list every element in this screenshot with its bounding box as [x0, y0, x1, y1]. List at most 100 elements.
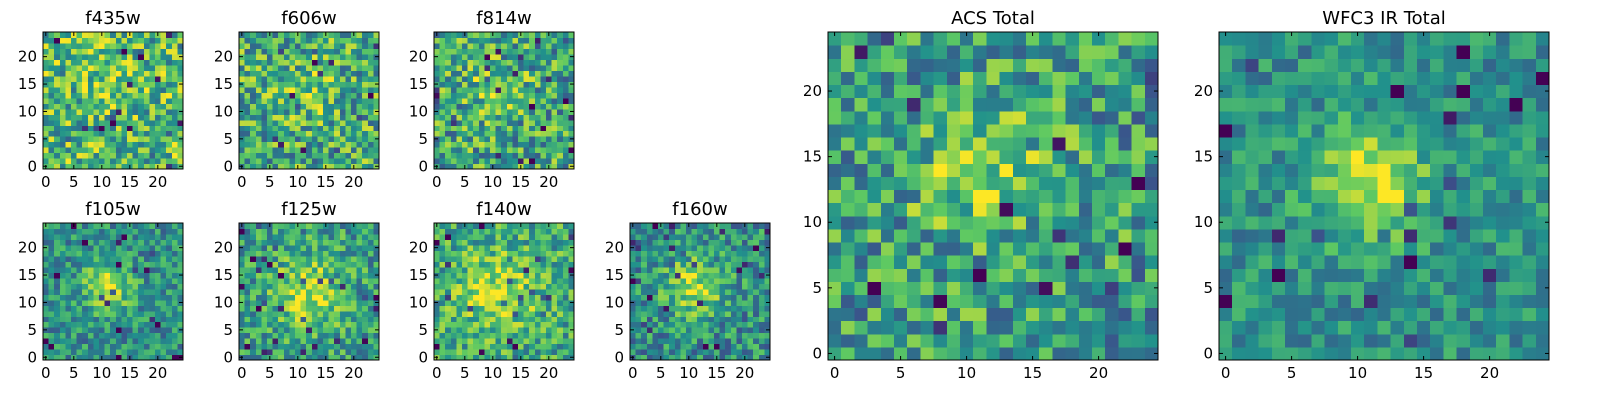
- heatmap-cell: [669, 266, 676, 273]
- heatmap-cell: [76, 354, 83, 361]
- heatmap-cell: [473, 42, 480, 50]
- heatmap-cell: [1065, 268, 1080, 282]
- heatmap-cell: [725, 294, 732, 301]
- heatmap-cell: [244, 86, 251, 93]
- heatmap-cell: [87, 338, 94, 345]
- heatmap-cell: [54, 64, 61, 71]
- heatmap-cell: [300, 349, 307, 356]
- heatmap-cell: [450, 158, 457, 165]
- heatmap-cell: [244, 244, 251, 251]
- heatmap-cell: [562, 261, 569, 268]
- y-tick-label: 15: [18, 266, 37, 284]
- heatmap-cell: [138, 152, 145, 159]
- heatmap-cell: [484, 92, 491, 99]
- heatmap-cell: [272, 354, 279, 361]
- heatmap-cell: [283, 349, 290, 356]
- heatmap-cell: [764, 305, 771, 312]
- heatmap-cell: [317, 97, 324, 104]
- heatmap-cell: [59, 147, 66, 154]
- heatmap-cell: [456, 125, 463, 132]
- heatmap-cell: [373, 32, 380, 39]
- heatmap-cell: [546, 141, 553, 148]
- heatmap-cell: [87, 130, 94, 137]
- heatmap-cell: [473, 354, 480, 361]
- heatmap-cell: [557, 266, 564, 273]
- heatmap-cell: [278, 316, 285, 323]
- heatmap-cell: [283, 277, 290, 284]
- heatmap-cell: [867, 241, 882, 256]
- heatmap-cell: [1105, 346, 1119, 361]
- heatmap-cell: [730, 277, 737, 284]
- heatmap-cell: [267, 158, 274, 165]
- heatmap-cell: [239, 261, 246, 268]
- heatmap-cell: [652, 228, 659, 235]
- heatmap-cell: [562, 92, 569, 99]
- heatmap-cell: [658, 250, 665, 257]
- heatmap-cell: [367, 75, 374, 82]
- heatmap-cell: [76, 327, 83, 334]
- heatmap-cell: [490, 152, 497, 159]
- heatmap-cell: [334, 316, 341, 323]
- heatmap-cell: [674, 288, 681, 295]
- heatmap-cell: [261, 239, 268, 246]
- heatmap-cell: [434, 266, 441, 273]
- heatmap-cell: [551, 119, 558, 126]
- heatmap-cell: [450, 125, 457, 132]
- heatmap-cell: [351, 114, 358, 121]
- heatmap-cell: [691, 223, 698, 230]
- heatmap-cell: [439, 283, 446, 290]
- heatmap-cell: [546, 332, 553, 339]
- heatmap-cell: [138, 92, 145, 99]
- heatmap-cell: [641, 310, 648, 317]
- heatmap-cell: [445, 338, 452, 345]
- heatmap-cell: [250, 37, 257, 44]
- heatmap-cell: [160, 233, 167, 241]
- heatmap-cell: [641, 316, 648, 323]
- heatmap-cell: [115, 283, 122, 290]
- heatmap-cell: [311, 75, 318, 82]
- heatmap-cell: [686, 321, 693, 328]
- heatmap-cell: [646, 316, 653, 323]
- heatmap-cell: [933, 163, 948, 177]
- heatmap-cell: [93, 288, 100, 295]
- heatmap-cell: [551, 163, 558, 170]
- heatmap-cell: [373, 332, 380, 339]
- heatmap-cell: [439, 86, 446, 93]
- heatmap-cell: [523, 97, 530, 104]
- heatmap-cell: [467, 283, 474, 290]
- heatmap-cell: [540, 114, 547, 121]
- heatmap-cell: [691, 316, 698, 323]
- heatmap-cell: [160, 92, 167, 99]
- heatmap-cell: [65, 130, 72, 137]
- heatmap-cell: [87, 288, 94, 295]
- heatmap-cell: [76, 141, 83, 148]
- heatmap-cell: [736, 343, 743, 350]
- heatmap-cell: [445, 75, 452, 82]
- heatmap-cell: [255, 163, 262, 170]
- heatmap-cell: [328, 136, 335, 143]
- heatmap-cell: [323, 75, 330, 82]
- heatmap-cell: [1144, 307, 1159, 322]
- heatmap-cell: [512, 108, 519, 115]
- heatmap-cell: [714, 283, 721, 290]
- heatmap-cell: [1012, 176, 1027, 191]
- heatmap-cell: [568, 321, 575, 328]
- heatmap-cell: [104, 228, 111, 235]
- heatmap-cell: [362, 32, 369, 39]
- heatmap-cell: [149, 349, 156, 356]
- y-tick-label: 20: [214, 48, 233, 66]
- heatmap-cell: [149, 266, 156, 273]
- heatmap-cell: [345, 136, 352, 143]
- heatmap-cell: [568, 48, 575, 55]
- heatmap-cell: [104, 163, 111, 170]
- heatmap-cell: [456, 141, 463, 148]
- heatmap-cell: [445, 239, 452, 246]
- heatmap-cell: [334, 283, 341, 290]
- heatmap-cell: [82, 343, 89, 350]
- heatmap-cell: [261, 37, 268, 44]
- heatmap-cell: [1144, 281, 1159, 295]
- heatmap-cell: [255, 37, 262, 44]
- heatmap-cell: [43, 305, 50, 312]
- heatmap-cell: [177, 349, 184, 356]
